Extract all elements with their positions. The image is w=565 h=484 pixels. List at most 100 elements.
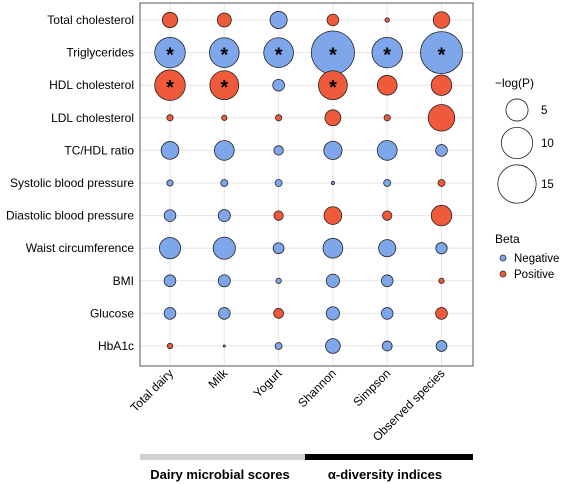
bubble-hdl-cholesterol-simpson	[376, 74, 398, 96]
bubble-bmi-total-dairy	[163, 274, 177, 288]
bubble-total-cholesterol-yogurt	[269, 11, 288, 29]
bubble-systolic-blood-pressure-milk	[220, 179, 229, 187]
bubble-total-cholesterol-simpson	[384, 17, 390, 23]
bubble-hba1c-yogurt	[274, 342, 283, 350]
bubble-layer: * * * * * * * * *	[154, 11, 463, 354]
row-label-systolic-blood-pressure: Systolic blood pressure	[10, 176, 134, 190]
group-label-dairy-microbial-scores: Dairy microbial scores	[150, 467, 289, 482]
bubble-diastolic-blood-pressure-shannon	[323, 206, 343, 225]
bubble-systolic-blood-pressure-yogurt	[274, 179, 283, 187]
bubble-bmi-yogurt	[275, 277, 282, 284]
bubble-waist-circumference-observed-species	[435, 242, 448, 255]
bubble-total-cholesterol-observed-species	[432, 11, 451, 29]
row-label-glucose: Glucose	[90, 306, 134, 320]
col-label-shannon: Shannon	[295, 366, 339, 410]
significance-star-triglycerides-simpson: *	[383, 45, 391, 67]
bubble-ldl-cholesterol-yogurt	[275, 114, 283, 122]
bubble-hdl-cholesterol-total-dairy	[154, 69, 186, 101]
bubble-hdl-cholesterol-observed-species	[430, 74, 453, 96]
row-labels: Total cholesterol Triglycerides HDL choles…	[6, 13, 134, 353]
col-label-total-dairy: Total dairy	[128, 366, 177, 415]
significance-star-triglycerides-total-dairy: *	[166, 45, 174, 67]
bubble-triglycerides-observed-species	[420, 31, 463, 75]
significance-star-triglycerides-yogurt: *	[275, 45, 283, 67]
bubble-hdl-cholesterol-yogurt	[272, 78, 285, 92]
col-label-yogurt: Yogurt	[251, 366, 286, 401]
row-label-hba1c: HbA1c	[98, 339, 134, 353]
row-label-tc-hdl-ratio: TC/HDL ratio	[64, 143, 134, 157]
bubble-tc-hdl-ratio-shannon	[323, 140, 343, 160]
col-label-simpson: Simpson	[350, 366, 393, 409]
bubble-triglycerides-yogurt	[263, 37, 294, 68]
size-legend-label-10: 10	[541, 138, 554, 150]
bubble-hba1c-shannon	[325, 338, 341, 354]
bubble-total-cholesterol-total-dairy	[161, 11, 179, 29]
bubble-total-cholesterol-shannon	[326, 13, 340, 27]
bubble-hdl-cholesterol-milk	[209, 70, 240, 101]
bubble-tc-hdl-ratio-total-dairy	[160, 141, 180, 160]
bubble-bmi-simpson	[380, 274, 394, 288]
bubble-triglycerides-milk	[209, 37, 240, 68]
bubble-diastolic-blood-pressure-simpson	[382, 210, 393, 221]
bubble-waist-circumference-simpson	[378, 239, 397, 258]
bubble-bmi-milk	[217, 274, 231, 288]
bubble-ldl-cholesterol-total-dairy	[166, 114, 174, 122]
bubble-bmi-shannon	[325, 273, 340, 288]
bubble-hdl-cholesterol-shannon	[318, 70, 348, 101]
group-label-diversity-indices: α-diversity indices	[328, 467, 442, 482]
significance-star-triglycerides-milk: *	[220, 45, 228, 67]
significance-star-triglycerides-observed-species: *	[438, 45, 446, 67]
bubble-bmi-observed-species	[438, 277, 445, 284]
bubble-hba1c-simpson	[381, 340, 393, 352]
color-legend-label-negative: Negative	[514, 253, 559, 265]
col-label-milk: Milk	[205, 366, 231, 392]
bubble-waist-circumference-milk	[212, 236, 236, 260]
size-legend-label-5: 5	[541, 105, 547, 117]
row-label-total-cholesterol: Total cholesterol	[47, 13, 134, 27]
bubble-glucose-simpson	[380, 307, 394, 320]
row-label-diastolic-blood-pressure: Diastolic blood pressure	[6, 209, 134, 223]
bubble-diastolic-blood-pressure-yogurt	[273, 210, 284, 221]
bubble-tc-hdl-ratio-milk	[214, 140, 235, 161]
significance-star-hdl-cholesterol-total-dairy: *	[166, 77, 174, 99]
column-labels: Total dairy Milk Yogurt Shannon SimpsonObser…	[128, 366, 448, 445]
significance-star-hdl-cholesterol-shannon: *	[329, 77, 337, 99]
bubble-glucose-yogurt	[273, 308, 284, 319]
color-legend-swatch-positive	[499, 270, 507, 278]
row-label-ldl-cholesterol: LDL cholesterol	[51, 111, 134, 125]
row-label-triglycerides: Triglycerides	[66, 46, 134, 60]
bubble-tc-hdl-ratio-simpson	[376, 140, 398, 161]
bubble-tc-hdl-ratio-observed-species	[435, 144, 448, 157]
bubble-systolic-blood-pressure-observed-species	[437, 179, 446, 187]
significance-star-hdl-cholesterol-milk: *	[220, 77, 228, 99]
bubble-total-cholesterol-milk	[216, 12, 232, 28]
color-legend-label-positive: Positive	[514, 269, 554, 281]
row-label-hdl-cholesterol: HDL cholesterol	[49, 78, 134, 92]
bubble-systolic-blood-pressure-simpson	[383, 179, 392, 187]
bubble-hba1c-observed-species	[435, 340, 448, 352]
size-legend-circle-15	[497, 164, 537, 204]
plot-frame	[139, 2, 474, 367]
bubble-ldl-cholesterol-simpson	[383, 114, 391, 122]
bubble-triglycerides-simpson	[371, 36, 403, 69]
bubble-ldl-cholesterol-observed-species	[427, 104, 456, 132]
size-legend-label-15: 15	[541, 179, 554, 191]
bubble-diastolic-blood-pressure-total-dairy	[163, 209, 177, 222]
bubble-hba1c-total-dairy	[166, 342, 174, 350]
bubble-waist-circumference-total-dairy	[158, 237, 182, 260]
bubble-hba1c-milk	[222, 344, 226, 348]
size-legend-title: −log(P)	[495, 76, 534, 90]
group-bar-dairy-microbial-scores	[140, 454, 305, 460]
legend: −log(P) 5 10 15 Beta Negative Positive	[495, 76, 559, 281]
color-legend-title: Beta	[495, 232, 520, 246]
bubble-ldl-cholesterol-milk	[221, 114, 228, 121]
size-legend-circle-5	[505, 98, 529, 122]
row-label-bmi: BMI	[113, 274, 134, 288]
bubble-glucose-shannon	[325, 306, 340, 321]
bubble-waist-circumference-yogurt	[272, 242, 285, 255]
bubble-waist-circumference-shannon	[322, 237, 344, 259]
bubble-systolic-blood-pressure-shannon	[330, 181, 335, 185]
bubble-ldl-cholesterol-shannon	[324, 109, 342, 127]
bubble-systolic-blood-pressure-total-dairy	[166, 179, 174, 187]
